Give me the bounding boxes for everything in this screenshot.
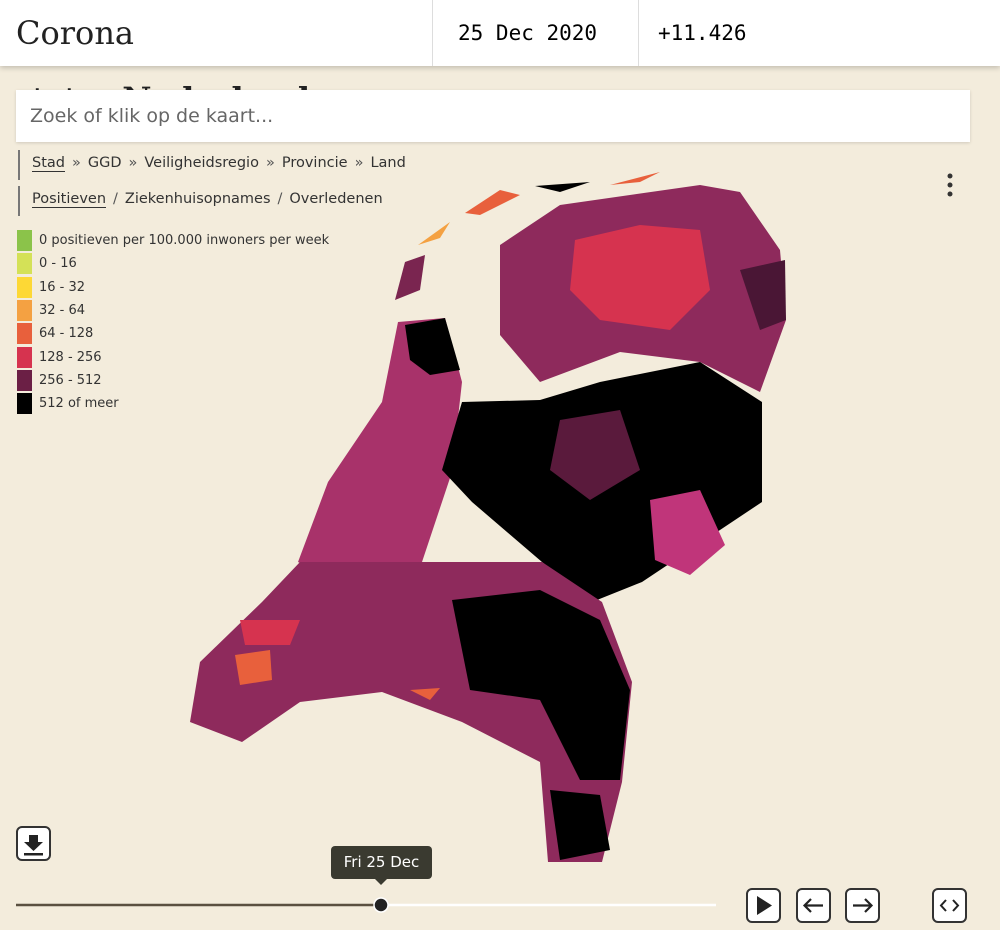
option[interactable]: Provincie [281, 155, 348, 171]
legend-item: 256 - 512 [17, 369, 329, 392]
metrics: Positieven / Ziekenhuisopnames / Overledenen [18, 186, 383, 216]
legend-label: 16 - 32 [39, 279, 86, 295]
download-button[interactable] [16, 826, 51, 861]
legend-item: 512 of meer [17, 392, 329, 415]
island [395, 255, 425, 300]
region [235, 650, 272, 685]
separator: » [354, 155, 364, 171]
play-button[interactable] [746, 888, 781, 923]
prev-button[interactable] [796, 888, 831, 923]
menu-dot[interactable] [947, 191, 953, 197]
region [452, 590, 630, 780]
slider-tooltip: Fri 25 Dec [331, 846, 432, 885]
legend-swatch [17, 346, 32, 368]
region [550, 790, 610, 860]
prev-icon [802, 898, 823, 913]
region [570, 225, 710, 330]
legend-item: 0 positieven per 100.000 inwoners per we… [17, 229, 329, 252]
separator: » [71, 155, 81, 171]
legend-swatch [17, 393, 32, 415]
option[interactable]: Land [370, 155, 406, 171]
embed-button[interactable] [932, 888, 967, 923]
region [240, 620, 300, 645]
region [550, 410, 640, 500]
next-icon [853, 898, 874, 913]
island [535, 182, 590, 192]
island [465, 190, 520, 215]
region [410, 688, 440, 700]
legend-item: 32 - 64 [17, 299, 329, 322]
legend-label: 64 - 128 [39, 326, 94, 342]
option[interactable]: Overledenen [289, 191, 383, 207]
legend-swatch [17, 230, 32, 252]
play-icon [757, 896, 772, 915]
legend-label: 32 - 64 [39, 303, 86, 319]
legend-label: 256 - 512 [39, 372, 102, 388]
legend: 0 positieven per 100.000 inwoners per we… [17, 229, 329, 415]
option[interactable]: Stad [32, 155, 65, 172]
legend-item: 128 - 256 [17, 345, 329, 368]
island [418, 222, 450, 245]
menu-dot[interactable] [947, 173, 953, 179]
legend-item: 16 - 32 [17, 276, 329, 299]
legend-swatch [17, 276, 32, 298]
download-icon [24, 835, 43, 856]
option[interactable]: Veiligheidsregio [144, 155, 259, 171]
separator: » [265, 155, 275, 171]
legend-label: 128 - 256 [39, 349, 102, 365]
separator: » [128, 155, 138, 171]
next-button[interactable] [845, 888, 880, 923]
option[interactable]: Ziekenhuisopnames [124, 191, 271, 207]
slider-knob[interactable] [373, 897, 389, 913]
search-box[interactable]: Zoek of klik op de kaart... [16, 90, 970, 142]
legend-label: 512 of meer [39, 396, 119, 412]
embed-icon [939, 899, 960, 912]
separator: / [277, 191, 283, 207]
legend-swatch [17, 323, 32, 345]
legend-swatch [17, 369, 32, 391]
region [298, 318, 462, 582]
menu-dot[interactable] [947, 182, 953, 188]
legend-item: 0 - 16 [17, 252, 329, 275]
legend-swatch [17, 253, 32, 275]
levels: Stad » GGD » Veiligheidsregio » Provincie » Land [18, 150, 406, 180]
separator: / [113, 191, 118, 207]
legend-swatch [17, 300, 32, 322]
region [650, 490, 725, 575]
count: +11.426 [658, 21, 747, 45]
legend-label: 0 positieven per 100.000 inwoners per we… [39, 233, 330, 249]
option[interactable]: GGD [87, 155, 122, 171]
island [610, 172, 660, 185]
region [740, 260, 786, 330]
legend-item: 64 - 128 [17, 322, 329, 345]
legend-label: 0 - 16 [39, 256, 77, 272]
option[interactable]: Positieven [32, 191, 107, 208]
date: 25 Dec 2020 [434, 0, 639, 66]
region [405, 318, 460, 375]
